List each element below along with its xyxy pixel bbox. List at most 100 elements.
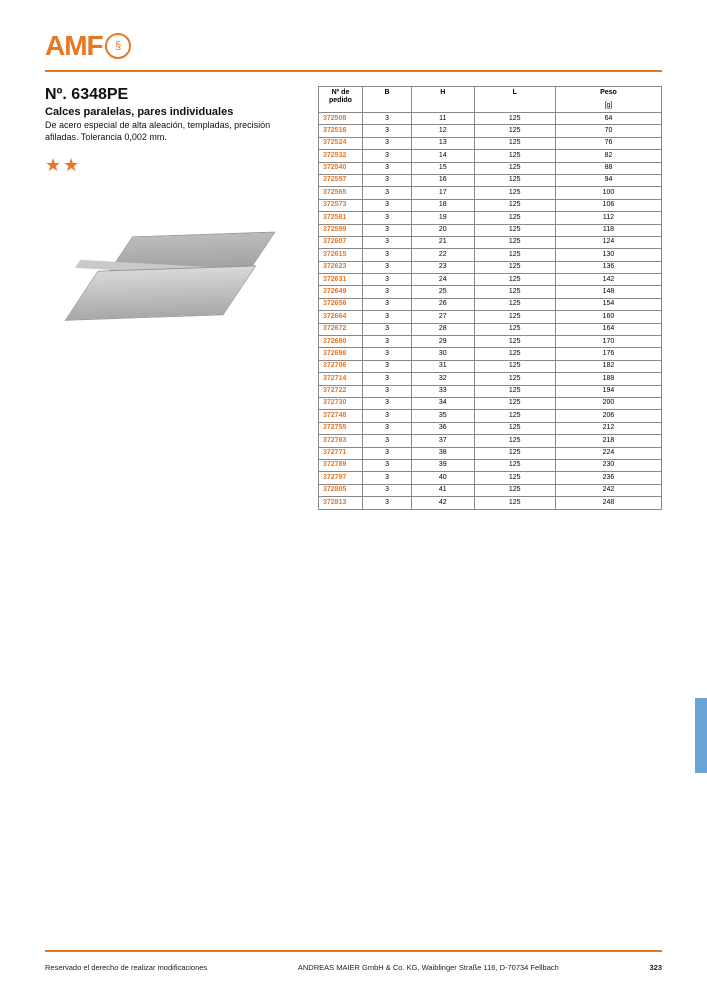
cell-peso: 100 <box>555 187 661 199</box>
cell-l: 125 <box>474 397 555 409</box>
cell-l: 125 <box>474 212 555 224</box>
cell-l: 125 <box>474 162 555 174</box>
cell-peso: 230 <box>555 459 661 471</box>
cell-peso: 218 <box>555 435 661 447</box>
logo-text: AMF <box>45 30 103 62</box>
cell-b: 3 <box>363 311 412 323</box>
cell-peso: 194 <box>555 385 661 397</box>
order-id: 372631 <box>319 274 363 286</box>
cell-h: 26 <box>412 298 474 310</box>
table-row: 372649325125148 <box>319 286 662 298</box>
cell-b: 3 <box>363 348 412 360</box>
cell-h: 27 <box>412 311 474 323</box>
cell-b: 3 <box>363 224 412 236</box>
cell-h: 25 <box>412 286 474 298</box>
order-id: 372763 <box>319 435 363 447</box>
table-row: 372656326125154 <box>319 298 662 310</box>
cell-l: 125 <box>474 249 555 261</box>
cell-l: 125 <box>474 497 555 509</box>
cell-peso: 118 <box>555 224 661 236</box>
order-id: 372722 <box>319 385 363 397</box>
table-row: 372755336125212 <box>319 422 662 434</box>
cell-b: 3 <box>363 286 412 298</box>
cell-h: 33 <box>412 385 474 397</box>
cell-b: 3 <box>363 261 412 273</box>
table-row: 372714332125188 <box>319 373 662 385</box>
order-id: 372755 <box>319 422 363 434</box>
cell-peso: 82 <box>555 150 661 162</box>
cell-h: 18 <box>412 199 474 211</box>
cell-h: 11 <box>412 113 474 125</box>
cell-b: 3 <box>363 373 412 385</box>
order-id: 372789 <box>319 459 363 471</box>
cell-peso: 124 <box>555 236 661 248</box>
cell-l: 125 <box>474 385 555 397</box>
cell-peso: 248 <box>555 497 661 509</box>
cell-b: 3 <box>363 125 412 137</box>
cell-h: 31 <box>412 360 474 372</box>
order-id: 372565 <box>319 187 363 199</box>
cell-b: 3 <box>363 336 412 348</box>
cell-h: 16 <box>412 174 474 186</box>
cell-b: 3 <box>363 422 412 434</box>
page-footer: Reservado el derecho de realizar modific… <box>45 963 662 972</box>
order-id: 372805 <box>319 484 363 496</box>
table-row: 372763337125218 <box>319 435 662 447</box>
cell-peso: 94 <box>555 174 661 186</box>
order-id: 372730 <box>319 397 363 409</box>
order-id: 372680 <box>319 336 363 348</box>
product-subtitle: De acero especial de alta aleación, temp… <box>45 120 300 143</box>
logo-circle-icon: § <box>105 33 131 59</box>
cell-l: 125 <box>474 113 555 125</box>
cell-peso: 176 <box>555 348 661 360</box>
cell-peso: 154 <box>555 298 661 310</box>
page-number: 323 <box>649 963 662 972</box>
table-row: 372698330125176 <box>319 348 662 360</box>
order-id: 372516 <box>319 125 363 137</box>
order-id: 372581 <box>319 212 363 224</box>
table-row: 372789339125230 <box>319 459 662 471</box>
order-id: 372540 <box>319 162 363 174</box>
table-row: 372573318125106 <box>319 199 662 211</box>
cell-h: 37 <box>412 435 474 447</box>
order-id: 372623 <box>319 261 363 273</box>
cell-h: 19 <box>412 212 474 224</box>
product-number: Nº. 6348PE <box>45 86 300 104</box>
cell-peso: 224 <box>555 447 661 459</box>
order-id: 372797 <box>319 472 363 484</box>
order-id: 372813 <box>319 497 363 509</box>
footer-left: Reservado el derecho de realizar modific… <box>45 963 207 972</box>
order-id: 372771 <box>319 447 363 459</box>
cell-b: 3 <box>363 137 412 149</box>
cell-peso: 242 <box>555 484 661 496</box>
table-row: 37253231412582 <box>319 150 662 162</box>
cell-h: 24 <box>412 274 474 286</box>
order-id: 372714 <box>319 373 363 385</box>
cell-peso: 148 <box>555 286 661 298</box>
table-row: 372664327125160 <box>319 311 662 323</box>
cell-h: 38 <box>412 447 474 459</box>
cell-h: 42 <box>412 497 474 509</box>
table-row: 372805341125242 <box>319 484 662 496</box>
cell-b: 3 <box>363 397 412 409</box>
order-id: 372532 <box>319 150 363 162</box>
cell-peso: 212 <box>555 422 661 434</box>
cell-h: 35 <box>412 410 474 422</box>
table-row: 372599320125118 <box>319 224 662 236</box>
cell-l: 125 <box>474 484 555 496</box>
spec-table: Nº de pedido B H L Peso [g] 372508311125… <box>318 86 662 510</box>
cell-l: 125 <box>474 311 555 323</box>
cell-l: 125 <box>474 125 555 137</box>
order-id: 372664 <box>319 311 363 323</box>
cell-l: 125 <box>474 435 555 447</box>
table-row: 372565317125100 <box>319 187 662 199</box>
table-row: 37251631212570 <box>319 125 662 137</box>
cell-l: 125 <box>474 174 555 186</box>
table-row: 372607321125124 <box>319 236 662 248</box>
cell-l: 125 <box>474 261 555 273</box>
section-tab <box>695 698 707 773</box>
cell-l: 125 <box>474 199 555 211</box>
order-id: 372656 <box>319 298 363 310</box>
cell-h: 17 <box>412 187 474 199</box>
order-id: 372748 <box>319 410 363 422</box>
